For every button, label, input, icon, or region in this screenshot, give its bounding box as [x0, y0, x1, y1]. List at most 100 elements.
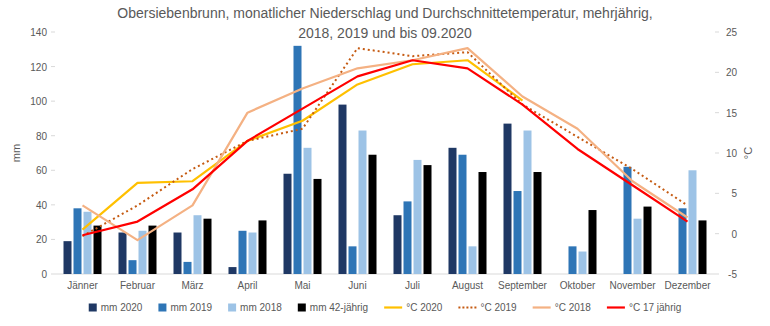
legend-swatch: [384, 306, 402, 308]
legend-label: °C 2018: [555, 302, 592, 313]
title-line: Obersiebenbrunn, monatlicher Niederschla…: [117, 5, 652, 21]
x-tick-label: Oktober: [560, 280, 596, 291]
y-axis-label: mm: [10, 144, 22, 162]
y-tick-label: 80: [36, 131, 48, 142]
y-tick-label: 140: [30, 27, 47, 38]
legend-swatch: [533, 306, 551, 308]
y2-tick: [715, 233, 719, 234]
x-tick-label: Dezember: [664, 280, 711, 291]
bar: [369, 155, 377, 274]
bar: [174, 233, 182, 274]
bar: [634, 219, 642, 274]
x-tick-label: Mai: [294, 280, 310, 291]
y2-axis-label: °C: [742, 147, 754, 159]
bar: [459, 155, 467, 274]
y-tick-label: 20: [36, 234, 48, 245]
bar: [534, 172, 542, 274]
legend-swatch: [607, 306, 625, 308]
y2-tick-label: -5: [728, 269, 737, 280]
bar: [569, 246, 577, 274]
bar: [514, 191, 522, 274]
bar: [404, 201, 412, 274]
x-tick-label: Jänner: [67, 280, 98, 291]
legend-label: °C 2019: [480, 302, 517, 313]
line: [83, 60, 523, 229]
legend-label: °C 17 jährig: [629, 302, 681, 313]
plot-area: [64, 46, 707, 274]
y-tick: [51, 274, 55, 275]
legend-label: mm 2018: [240, 302, 282, 313]
y-tick: [51, 170, 55, 171]
bar: [479, 172, 487, 274]
title-line: 2018, 2019 und bis 09.2020: [298, 25, 472, 41]
bar: [589, 210, 597, 274]
bar: [259, 220, 267, 274]
x-tick-label: April: [237, 280, 257, 291]
bar: [349, 246, 357, 274]
bar: [119, 233, 127, 274]
title: Obersiebenbrunn, monatlicher Niederschla…: [117, 5, 652, 41]
chart: Obersiebenbrunn, monatlicher Niederschla…: [0, 0, 770, 326]
x-tick-label: November: [609, 280, 656, 291]
x-tick-label: September: [498, 280, 548, 291]
y2-tick: [715, 72, 719, 73]
y2-tick: [715, 32, 719, 33]
bar: [504, 124, 512, 274]
bar: [184, 262, 192, 274]
bar: [304, 148, 312, 274]
bar: [74, 208, 82, 274]
y2-tick: [715, 112, 719, 113]
bar: [239, 231, 247, 274]
y2-tick-label: 0: [731, 229, 737, 240]
legend-swatch: [228, 304, 236, 312]
bar: [469, 246, 477, 274]
bar: [414, 160, 422, 274]
x-tick-label: Juni: [348, 280, 366, 291]
bar: [644, 207, 652, 274]
y-tick-label: 120: [30, 62, 47, 73]
y2-tick: [715, 153, 719, 154]
y-tick: [51, 204, 55, 205]
legend: mm 2020 mm 2019 mm 2018 mm 42-jährig °C 2020…: [89, 302, 682, 313]
bar: [204, 219, 212, 274]
bar: [314, 179, 322, 274]
y-tick: [51, 239, 55, 240]
legend-swatch: [458, 306, 476, 308]
bar: [129, 260, 137, 274]
y2-tick: [715, 193, 719, 194]
bar: [449, 148, 457, 274]
line: [83, 60, 688, 235]
bar: [249, 233, 257, 274]
y-tick: [51, 135, 55, 136]
legend-label: mm 42-jährig: [310, 302, 368, 313]
line: [83, 48, 688, 236]
bar: [194, 215, 202, 274]
bar: [524, 131, 532, 274]
y2-tick-label: 15: [726, 108, 738, 119]
y2-tick: [715, 274, 719, 275]
x-tick-label: August: [452, 280, 483, 291]
y-tick: [51, 101, 55, 102]
legend-swatch: [89, 304, 97, 312]
y-tick-label: 0: [41, 269, 47, 280]
y-tick: [51, 66, 55, 67]
legend-swatch: [298, 304, 306, 312]
bar: [64, 241, 72, 274]
y-tick: [51, 32, 55, 33]
y2-tick-label: 10: [726, 148, 738, 159]
bar: [284, 174, 292, 274]
bar: [84, 212, 92, 274]
legend-label: mm 2020: [101, 302, 143, 313]
line: [83, 48, 688, 240]
y2-tick-label: 5: [731, 188, 737, 199]
x-tick-label: Februar: [120, 280, 156, 291]
bar: [579, 252, 587, 274]
bar: [394, 215, 402, 274]
legend-label: mm 2019: [170, 302, 212, 313]
bar: [229, 267, 237, 274]
bar: [294, 46, 302, 274]
legend-label: °C 2020: [406, 302, 443, 313]
bar: [359, 131, 367, 274]
y-tick-label: 40: [36, 200, 48, 211]
x-tick-label: März: [181, 280, 203, 291]
